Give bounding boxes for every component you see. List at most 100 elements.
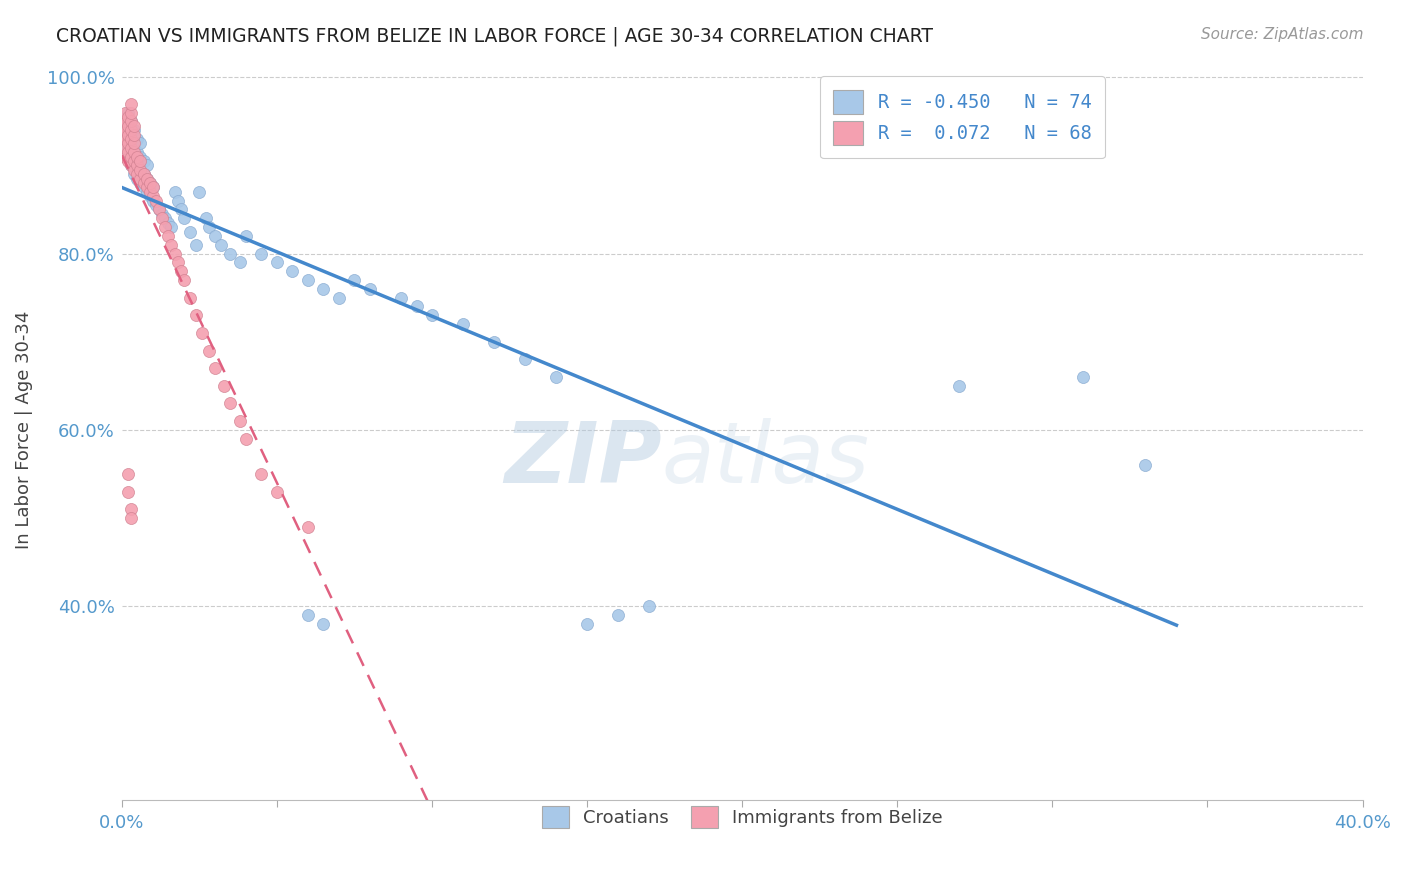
Point [120,132,142,146]
Point [120,123,142,137]
Point [132,180,155,194]
Point [389,291,412,305]
Point [1135,458,1157,472]
Point [145,198,167,212]
Point [132,167,155,181]
Point [312,282,335,296]
Point [114,105,136,120]
Point [135,171,157,186]
Point [638,599,661,614]
Point [111,128,134,142]
Point [129,136,152,151]
Point [607,608,630,623]
Point [546,370,568,384]
Point [142,180,165,194]
Point [127,145,149,160]
Point [170,202,193,217]
Point [122,119,145,133]
Point [219,396,242,410]
Point [111,119,134,133]
Point [127,150,149,164]
Point [297,608,319,623]
Point [129,153,152,168]
Point [228,414,250,428]
Point [117,141,139,155]
Point [120,150,142,164]
Point [117,136,139,151]
Point [114,132,136,146]
Point [163,246,186,260]
Point [139,176,162,190]
Point [117,153,139,168]
Point [250,467,273,481]
Point [120,158,142,172]
Point [120,114,142,128]
Point [297,273,319,287]
Point [117,119,139,133]
Point [266,484,288,499]
Point [157,229,180,244]
Point [155,220,177,235]
Point [405,300,427,314]
Point [117,467,139,481]
Point [219,246,242,260]
Point [122,123,145,137]
Text: CROATIAN VS IMMIGRANTS FROM BELIZE IN LABOR FORCE | AGE 30-34 CORRELATION CHART: CROATIAN VS IMMIGRANTS FROM BELIZE IN LA… [56,27,934,46]
Point [120,141,142,155]
Point [129,162,152,177]
Point [122,145,145,160]
Point [120,96,142,111]
Point [120,145,142,160]
Point [197,220,219,235]
Legend: Croatians, Immigrants from Belize: Croatians, Immigrants from Belize [534,799,950,836]
Point [150,207,173,221]
Point [114,123,136,137]
Point [145,194,167,208]
Point [117,110,139,124]
Point [359,282,381,296]
Point [135,158,157,172]
Point [122,141,145,155]
Point [312,616,335,631]
Point [204,229,226,244]
Point [122,136,145,151]
Point [127,167,149,181]
Point [209,237,232,252]
Point [155,211,177,226]
Point [142,180,165,194]
Point [266,255,288,269]
Point [150,211,173,226]
Point [122,153,145,168]
Point [160,220,183,235]
Point [948,379,970,393]
Point [132,176,155,190]
Point [482,334,505,349]
Point [235,432,257,446]
Point [129,150,152,164]
Text: ZIP: ZIP [503,418,662,501]
Point [148,202,170,217]
Point [114,128,136,142]
Point [122,153,145,168]
Point [160,237,183,252]
Point [179,225,201,239]
Point [212,379,235,393]
Point [120,502,142,516]
Point [129,176,152,190]
Point [120,132,142,146]
Point [127,171,149,186]
Point [127,158,149,172]
Point [170,264,193,278]
Text: Source: ZipAtlas.com: Source: ZipAtlas.com [1201,27,1364,42]
Point [297,520,319,534]
Point [120,158,142,172]
Point [197,343,219,358]
Point [173,211,195,226]
Point [142,194,165,208]
Point [139,185,162,199]
Point [188,185,211,199]
Point [166,255,188,269]
Point [129,171,152,186]
Y-axis label: In Labor Force | Age 30-34: In Labor Force | Age 30-34 [15,310,32,549]
Point [328,291,350,305]
